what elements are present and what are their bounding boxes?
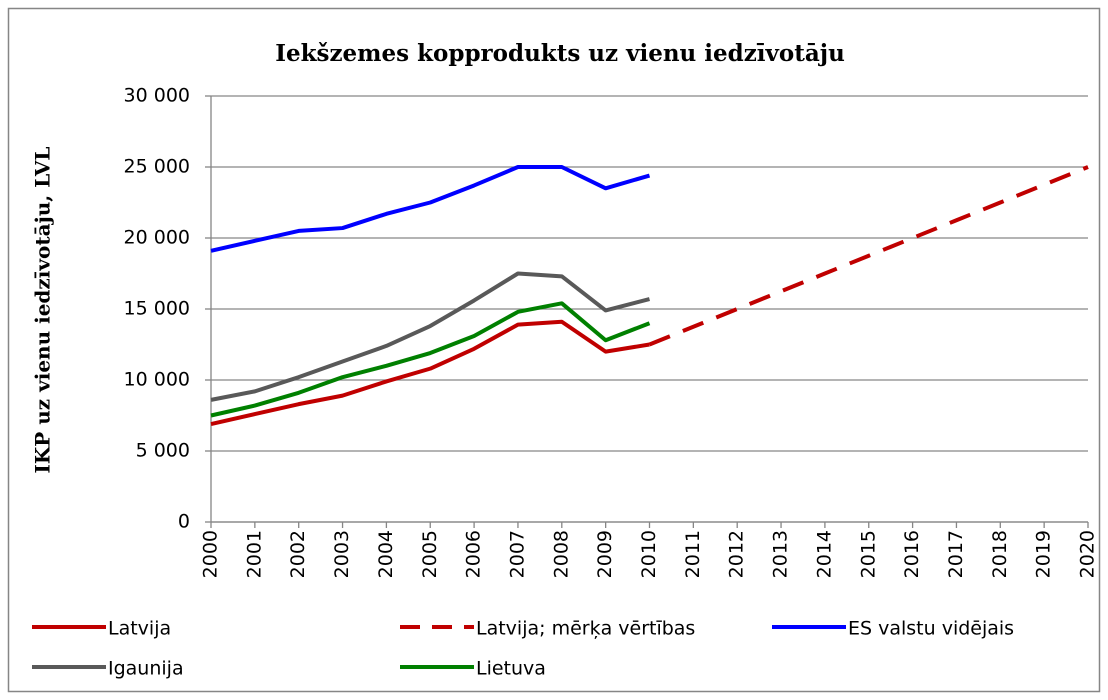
x-tick-label: 2001 [243, 530, 265, 578]
series-line [210, 319, 650, 426]
x-tick-label: 2015 [857, 530, 879, 578]
y-tick-label: 5 000 [136, 440, 190, 462]
x-tick-label: 2002 [287, 530, 309, 578]
legend-label: Lietuva [476, 658, 546, 680]
series-line [210, 165, 651, 253]
x-tick-label: 2004 [375, 530, 397, 578]
x-tick-label: 2008 [550, 530, 572, 578]
x-tick-label: 2000 [200, 530, 222, 578]
series-line [648, 165, 1089, 347]
y-tick-label: 20 000 [124, 227, 190, 249]
x-tick-label: 2005 [419, 530, 441, 578]
x-tick-label: 2012 [726, 530, 748, 578]
y-tick-label: 30 000 [124, 85, 190, 107]
y-tick-label: 25 000 [124, 156, 190, 178]
legend-label: Igaunija [108, 658, 184, 680]
x-tick-label: 2009 [594, 530, 616, 578]
x-tick-label: 2020 [1077, 530, 1099, 578]
x-tick-label: 2018 [989, 530, 1011, 578]
x-tick-label: 2013 [770, 530, 792, 578]
legend-label: Latvija [108, 618, 171, 640]
chart-border [7, 7, 1101, 693]
series-line [210, 301, 651, 418]
y-tick-label: 10 000 [124, 369, 190, 391]
x-tick-label: 2016 [901, 530, 923, 578]
x-tick-label: 2006 [463, 530, 485, 578]
x-tick-label: 2014 [813, 530, 835, 578]
x-tick-label: 2003 [331, 530, 353, 578]
x-tick-label: 2011 [682, 530, 704, 578]
legend-label: Latvija; mērķa vērtības [476, 618, 695, 640]
y-axis-label: IKP uz vienu iedzīvotāju, LVL [31, 147, 55, 474]
legend-label: ES valstu vidējais [848, 618, 1014, 640]
series-line [210, 271, 651, 402]
y-tick-label: 15 000 [124, 298, 190, 320]
y-tick-label: 0 [178, 511, 190, 533]
x-tick-label: 2010 [638, 530, 660, 578]
chart-title: Iekšzemes kopprodukts uz vienu iedzīvotā… [275, 40, 845, 67]
x-tick-label: 2019 [1033, 530, 1055, 578]
x-tick-label: 2007 [506, 530, 528, 578]
x-tick-label: 2017 [945, 530, 967, 578]
